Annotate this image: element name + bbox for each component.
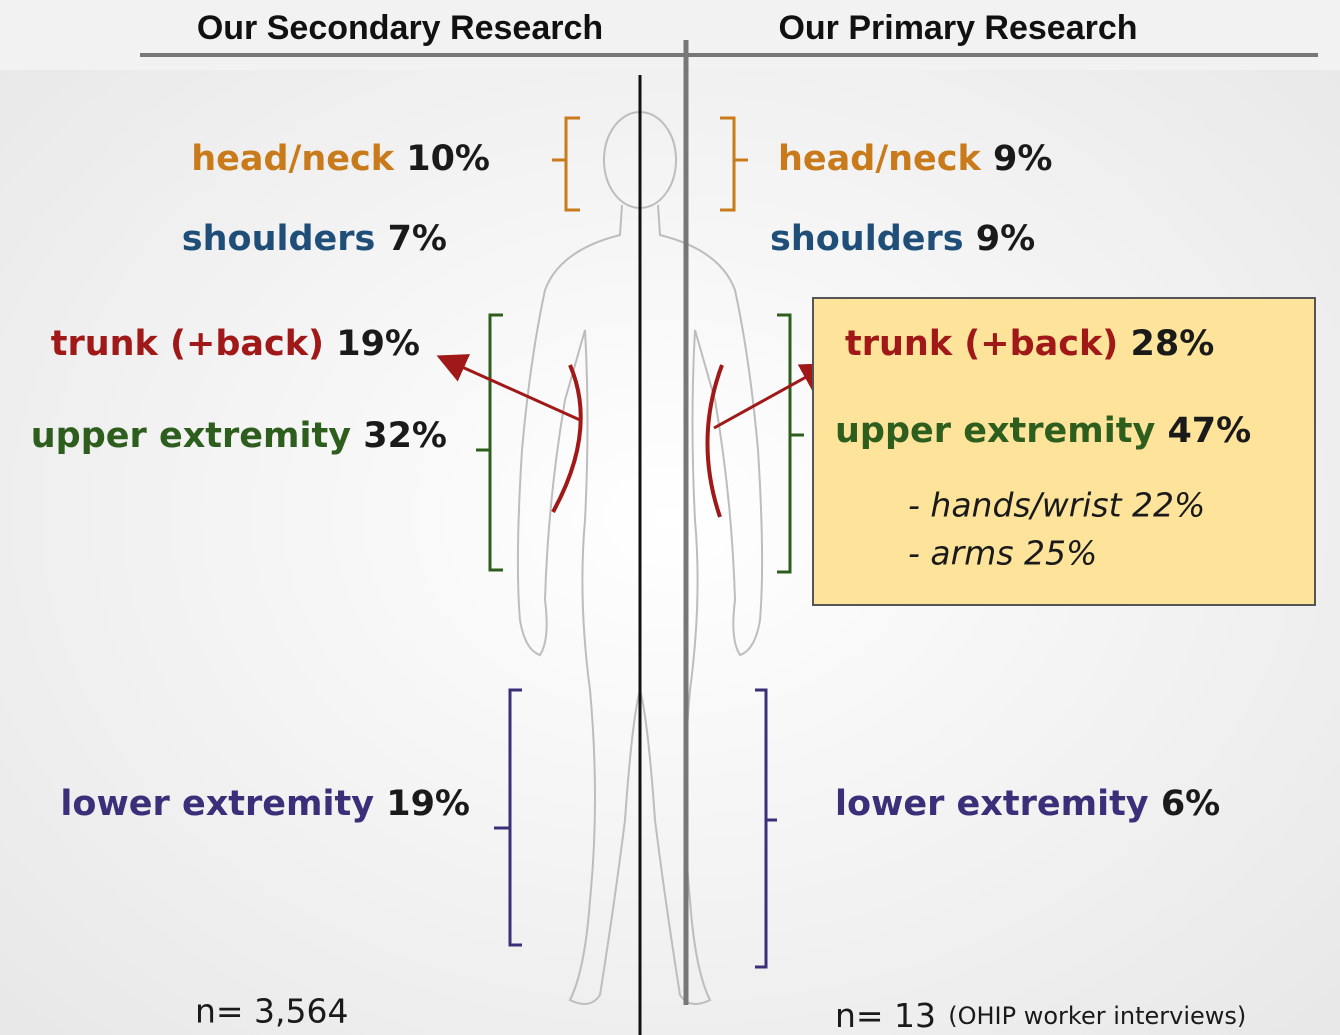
- header: Our Primary Research: [778, 9, 1137, 47]
- page: {"headers": {"left": "Our Secondary Rese…: [0, 0, 1340, 1035]
- region-name: trunk (+back): [51, 324, 324, 364]
- sample-note: (OHIP worker interviews): [948, 1002, 1246, 1030]
- region-name: shoulders: [770, 219, 964, 259]
- sample-size: n= 13 (OHIP worker interviews): [835, 996, 1246, 1035]
- region-percent: 28%: [1131, 324, 1215, 364]
- diagram: Our Secondary Research Our Primary Resea…: [0, 0, 1340, 1035]
- region-label: upper extremity 32%: [31, 416, 447, 456]
- region-percent: 19%: [386, 784, 470, 824]
- region-name: trunk (+back): [845, 324, 1118, 364]
- region-label: shoulders 9%: [770, 219, 1035, 259]
- region-label: trunk (+back) 19%: [51, 324, 420, 364]
- region-percent: 19%: [336, 324, 420, 364]
- region-label: lower extremity 19%: [60, 784, 470, 824]
- detail: - arms 25%: [908, 534, 1097, 573]
- region-name: upper extremity: [31, 416, 351, 456]
- region-name: head/neck: [191, 139, 395, 179]
- sample-size: n= 3,564: [195, 992, 349, 1031]
- region-percent: 32%: [363, 416, 447, 456]
- region-percent: 9%: [993, 139, 1052, 179]
- region-name: lower extremity: [835, 784, 1149, 824]
- region-name: shoulders: [182, 219, 376, 259]
- sample-n: n= 13: [835, 996, 936, 1035]
- region-name: upper extremity: [835, 411, 1155, 451]
- region-name: lower extremity: [60, 784, 374, 824]
- header: Our Secondary Research: [197, 9, 603, 47]
- region-label: trunk (+back) 28%: [845, 324, 1214, 364]
- detail: - hands/wrist 22%: [908, 486, 1205, 525]
- region-percent: 47%: [1167, 411, 1251, 451]
- region-label: head/neck 10%: [191, 139, 490, 179]
- region-label: upper extremity 47%: [835, 411, 1251, 451]
- region-label: lower extremity 6%: [835, 784, 1220, 824]
- region-percent: 7%: [388, 219, 447, 259]
- region-percent: 9%: [976, 219, 1035, 259]
- region-label: shoulders 7%: [182, 219, 447, 259]
- region-label: head/neck 9%: [778, 139, 1052, 179]
- region-percent: 6%: [1161, 784, 1220, 824]
- region-percent: 10%: [406, 139, 490, 179]
- region-name: head/neck: [778, 139, 982, 179]
